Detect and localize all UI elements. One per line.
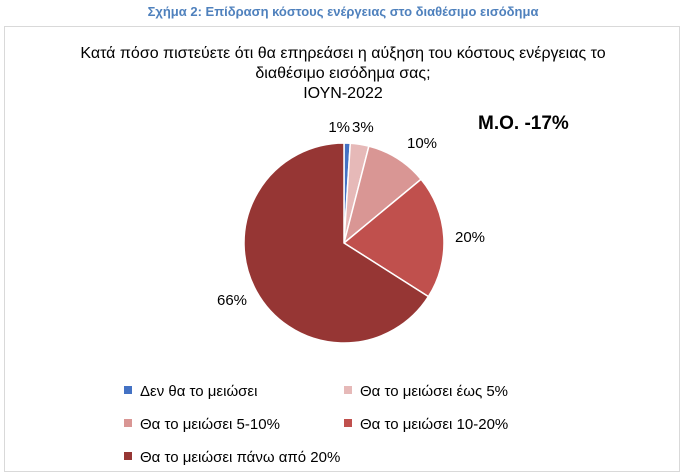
data-label-1: 1% [328,119,350,136]
legend-swatch-3 [124,419,132,427]
legend-swatch-4 [344,419,352,427]
chart-title-line-3: ΙΟΥΝ-2022 [303,85,383,102]
legend-item-4: Θα το μειώσει 10-20% [344,416,508,434]
pie-slice-5 [243,142,430,344]
legend-label-5: Θα το μειώσει πάνω από 20% [140,449,341,466]
pie-slice-4 [342,178,445,298]
data-label-5: 66% [217,292,247,309]
average-label: Μ.Ο. -17% [478,113,569,134]
data-label-4: 20% [455,229,485,246]
data-label-2: 3% [352,119,374,136]
chart-title-line-2: διαθέσιμο εισόδημα σας; [255,65,431,82]
legend-label-2: Θα το μειώσει έως 5% [360,383,509,400]
legend-swatch-5 [124,452,132,460]
legend-label-4: Θα το μειώσει 10-20% [360,416,509,433]
chart-frame [4,26,680,472]
legend-label-3: Θα το μειώσει 5-10% [140,416,280,433]
chart-title-line-1: Κατά πόσο πιστεύετε ότι θα επηρεάσει η α… [80,45,606,62]
legend-label-1: Δεν θα το μειώσει [140,383,258,400]
legend-item-1: Δεν θα το μειώσει [124,383,257,401]
data-label-3: 10% [407,135,437,152]
legend-swatch-2 [344,386,352,394]
legend-item-5: Θα το μειώσει πάνω από 20% [124,449,340,467]
legend-item-2: Θα το μειώσει έως 5% [344,383,508,401]
figure-caption: Σχήμα 2: Επίδραση κόστους ενέργειας στο … [147,4,539,19]
legend-swatch-1 [124,386,132,394]
legend-item-3: Θα το μειώσει 5-10% [124,416,280,434]
